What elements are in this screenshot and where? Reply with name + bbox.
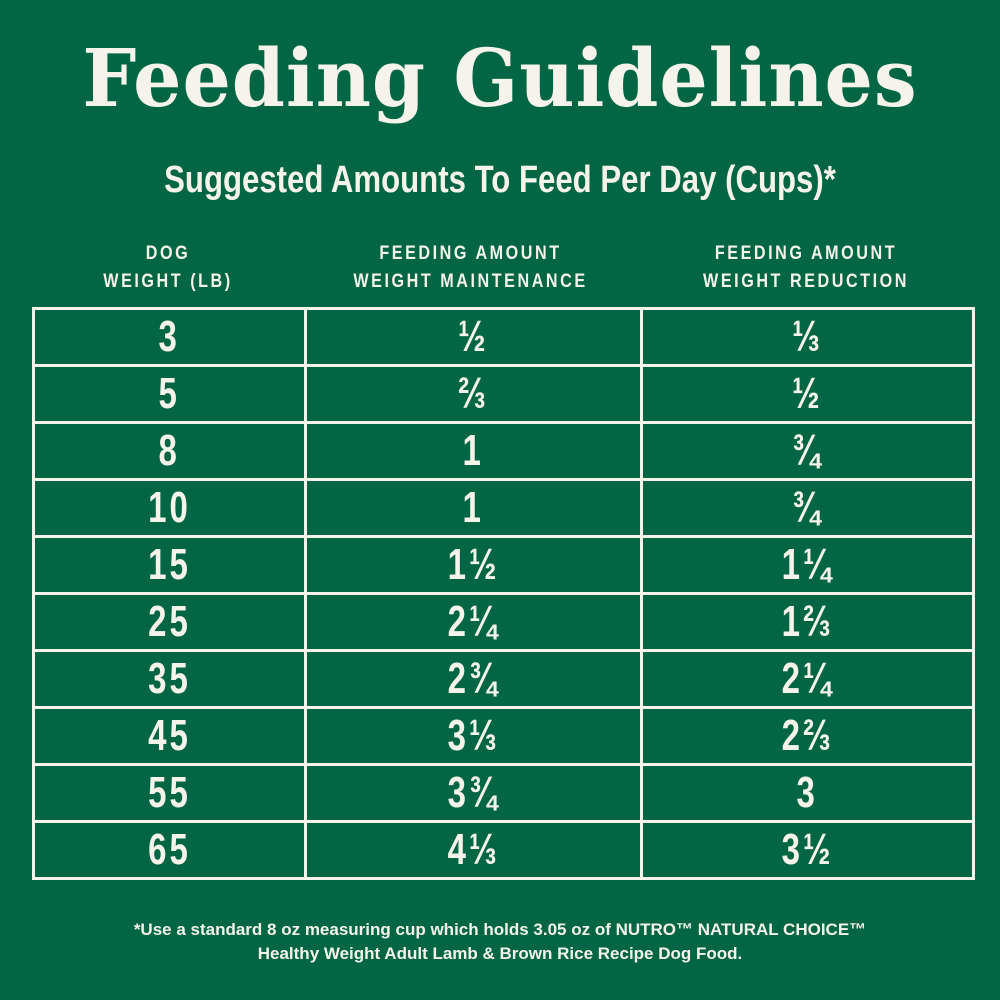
cell-weight: 8 xyxy=(35,424,304,478)
cell-reduction: 1¼ xyxy=(640,538,972,592)
footnote-line: Healthy Weight Adult Lamb & Brown Rice R… xyxy=(257,944,743,963)
table-row: 5 ⅔ ½ xyxy=(35,364,972,421)
cell-reduction: 3½ xyxy=(640,823,972,877)
column-header-line: WEIGHT MAINTENANCE xyxy=(353,271,588,292)
cell-value: 45 xyxy=(148,711,191,760)
cell-value: ⅓ xyxy=(792,312,823,361)
cell-value: 35 xyxy=(148,654,191,703)
cell-weight: 55 xyxy=(35,766,304,820)
cell-value: 5 xyxy=(158,369,181,418)
cell-weight: 65 xyxy=(35,823,304,877)
cell-value: 1⅔ xyxy=(781,597,834,646)
cell-maintenance: ½ xyxy=(304,310,640,364)
column-header-maintenance: FEEDING AMOUNT WEIGHT MAINTENANCE xyxy=(329,240,612,296)
column-header-line: FEEDING AMOUNT xyxy=(714,243,898,264)
table-row: 25 2¼ 1⅔ xyxy=(35,592,972,649)
cell-value: 55 xyxy=(148,768,191,817)
cell-maintenance: 4⅓ xyxy=(304,823,640,877)
cell-maintenance: ⅔ xyxy=(304,367,640,421)
cell-value: 3 xyxy=(158,312,181,361)
cell-value: 8 xyxy=(158,426,181,475)
cell-value: 2⅔ xyxy=(781,711,834,760)
cell-value: 65 xyxy=(148,825,191,874)
cell-value: 2¼ xyxy=(447,597,500,646)
cell-reduction: ¾ xyxy=(640,481,972,535)
cell-value: ½ xyxy=(458,312,489,361)
cell-maintenance: 1 xyxy=(304,481,640,535)
column-header-line: FEEDING AMOUNT xyxy=(379,243,562,264)
cell-weight: 45 xyxy=(35,709,304,763)
cell-value: 2¾ xyxy=(447,654,500,703)
cell-value: 2¼ xyxy=(781,654,834,703)
cell-reduction: 3 xyxy=(640,766,972,820)
table-row: 35 2¾ 2¼ xyxy=(35,649,972,706)
cell-reduction: 2⅔ xyxy=(640,709,972,763)
cell-value: ¾ xyxy=(792,483,823,532)
cell-weight: 3 xyxy=(35,310,304,364)
cell-reduction: 2¼ xyxy=(640,652,972,706)
table-row: 65 4⅓ 3½ xyxy=(35,820,972,877)
table-row: 15 1½ 1¼ xyxy=(35,535,972,592)
table-row: 45 3⅓ 2⅔ xyxy=(35,706,972,763)
cell-maintenance: 2¼ xyxy=(304,595,640,649)
cell-reduction: ⅓ xyxy=(640,310,972,364)
cell-value: 15 xyxy=(148,540,191,589)
cell-value: 3½ xyxy=(781,825,834,874)
table-row: 55 3¾ 3 xyxy=(35,763,972,820)
cell-weight: 25 xyxy=(35,595,304,649)
cell-value: ⅔ xyxy=(458,369,489,418)
cell-reduction: ¾ xyxy=(640,424,972,478)
cell-reduction: 1⅔ xyxy=(640,595,972,649)
column-header-line: WEIGHT REDUCTION xyxy=(703,271,909,292)
cell-value: 10 xyxy=(148,483,191,532)
cell-value: 4⅓ xyxy=(447,825,500,874)
cell-weight: 10 xyxy=(35,481,304,535)
column-header-line: WEIGHT (LB) xyxy=(103,271,233,292)
cell-value: 1½ xyxy=(447,540,500,589)
cell-value: 3 xyxy=(796,768,819,817)
cell-value: 1 xyxy=(462,483,485,532)
cell-reduction: ½ xyxy=(640,367,972,421)
cell-value: 25 xyxy=(148,597,191,646)
page-subtitle: Suggested Amounts To Feed Per Day (Cups)… xyxy=(164,159,836,201)
table-row: 8 1 ¾ xyxy=(35,421,972,478)
table-row: 10 1 ¾ xyxy=(35,478,972,535)
cell-value: ¾ xyxy=(792,426,823,475)
cell-weight: 35 xyxy=(35,652,304,706)
column-header-line: DOG xyxy=(145,243,191,264)
cell-maintenance: 2¾ xyxy=(304,652,640,706)
footnote-line: *Use a standard 8 oz measuring cup which… xyxy=(133,920,867,939)
page-title: Feeding Guidelines xyxy=(82,31,918,125)
feeding-table: 3 ½ ⅓ 5 ⅔ ½ 8 1 ¾ 10 1 ¾ 15 1½ 1¼ 25 2¼ … xyxy=(32,307,975,880)
cell-value: 3⅓ xyxy=(447,711,500,760)
cell-maintenance: 3⅓ xyxy=(304,709,640,763)
cell-maintenance: 1½ xyxy=(304,538,640,592)
table-column-headers: DOG WEIGHT (LB) FEEDING AMOUNT WEIGHT MA… xyxy=(32,240,975,300)
cell-value: ½ xyxy=(792,369,823,418)
cell-value: 1 xyxy=(462,426,485,475)
cell-maintenance: 3¾ xyxy=(304,766,640,820)
table-row: 3 ½ ⅓ xyxy=(35,310,972,364)
column-header-dog-weight: DOG WEIGHT (LB) xyxy=(52,240,283,296)
cell-value: 3¾ xyxy=(447,768,500,817)
cell-weight: 5 xyxy=(35,367,304,421)
cell-weight: 15 xyxy=(35,538,304,592)
cell-value: 1¼ xyxy=(781,540,834,589)
footnote: *Use a standard 8 oz measuring cup which… xyxy=(0,918,1000,966)
cell-maintenance: 1 xyxy=(304,424,640,478)
column-header-reduction: FEEDING AMOUNT WEIGHT REDUCTION xyxy=(662,240,949,296)
